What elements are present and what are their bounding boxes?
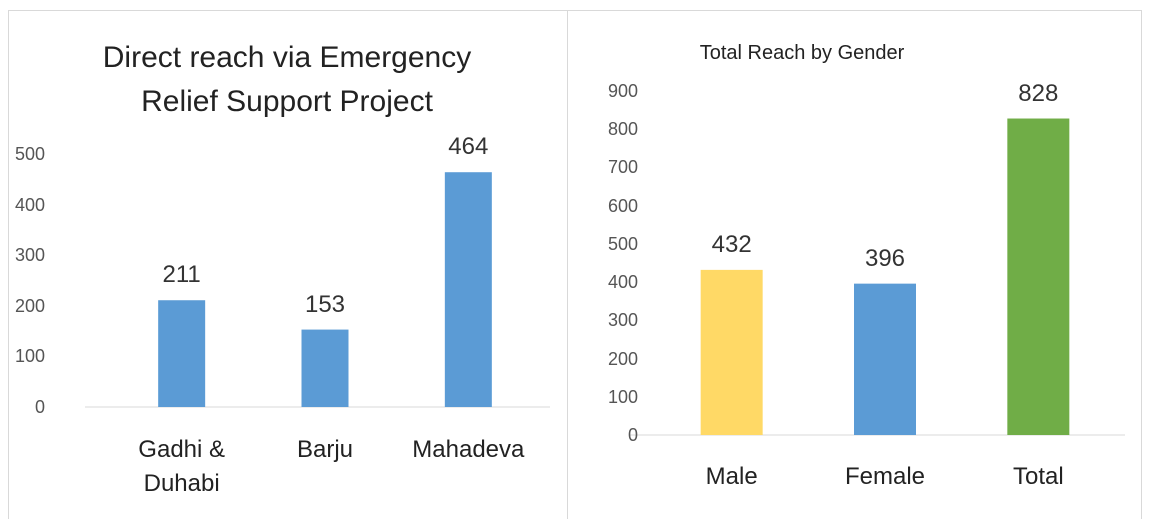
y-tick-label: 500 xyxy=(607,233,638,254)
x-tick-label: Barju xyxy=(296,436,353,463)
y-tick-label: 0 xyxy=(627,425,638,445)
y-tick-label: 400 xyxy=(607,272,638,293)
y-tick-label: 400 xyxy=(14,194,45,215)
y-tick-label: 300 xyxy=(607,310,638,331)
value-label: 432 xyxy=(711,230,752,258)
y-tick-label: 0 xyxy=(34,397,45,417)
x-tick-label: Mahadeva xyxy=(412,436,525,463)
y-tick-label: 100 xyxy=(14,346,45,367)
x-tick-label: Female xyxy=(844,463,925,490)
bar xyxy=(700,269,763,435)
bar xyxy=(158,300,206,407)
value-label: 396 xyxy=(864,244,906,272)
value-label: 464 xyxy=(448,133,489,161)
x-tick-label: Male xyxy=(705,463,758,490)
panel-border xyxy=(8,10,1142,519)
y-tick-label: 200 xyxy=(607,348,638,369)
y-tick-label: 100 xyxy=(607,386,638,407)
chart-title: Total Reach by Gender xyxy=(699,42,905,64)
value-label: 828 xyxy=(1018,79,1059,107)
x-tick-label: Gadhi & Duhabi xyxy=(138,436,226,497)
y-tick-label: 500 xyxy=(14,144,45,164)
bar xyxy=(444,172,492,407)
y-tick-label: 900 xyxy=(607,81,638,101)
bar xyxy=(301,329,349,407)
value-label: 153 xyxy=(304,290,346,318)
chart-title: Direct reach via Emergency Relief Suppor… xyxy=(102,41,472,118)
y-tick-label: 800 xyxy=(607,119,638,140)
x-tick-label: Total xyxy=(1012,463,1064,490)
y-tick-label: 200 xyxy=(14,295,45,316)
value-label: 211 xyxy=(162,261,201,289)
y-tick-label: 600 xyxy=(607,195,638,216)
bar xyxy=(1007,118,1070,436)
bar xyxy=(854,283,916,435)
y-tick-label: 700 xyxy=(607,157,638,178)
y-tick-label: 300 xyxy=(14,245,45,266)
